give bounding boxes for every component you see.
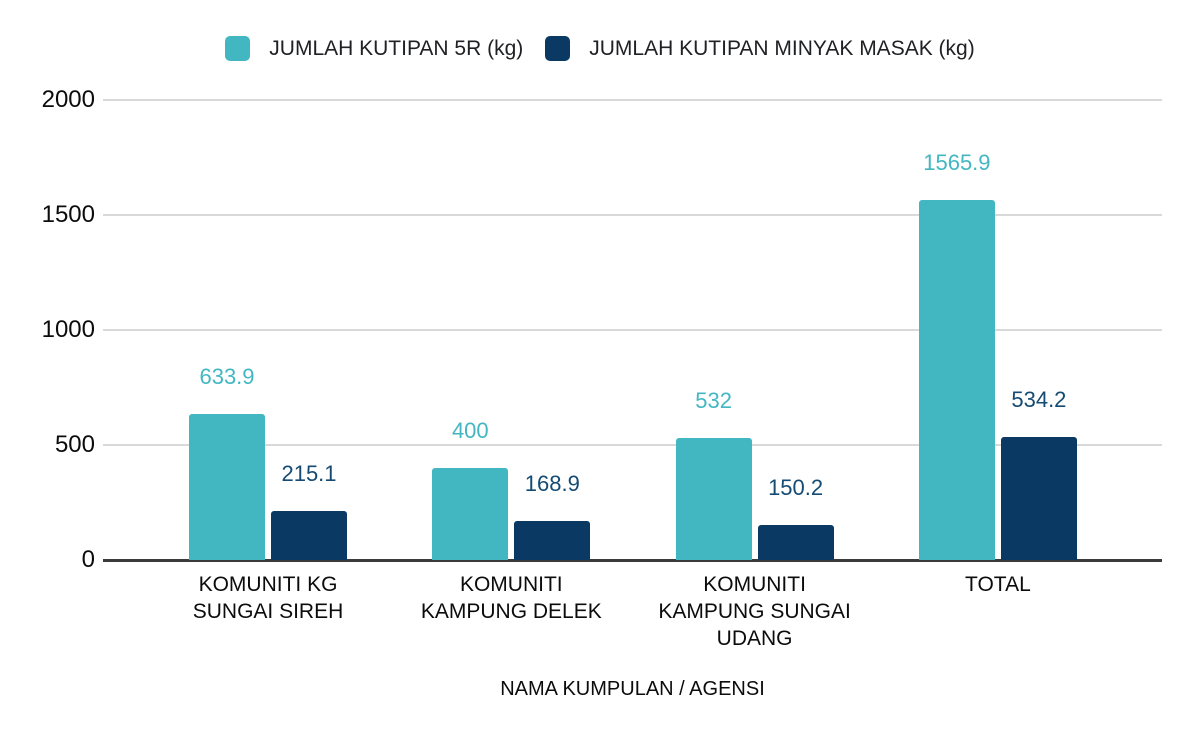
chart-legend: JUMLAH KUTIPAN 5R (kg) JUMLAH KUTIPAN MIN… [0,36,1200,61]
x-axis-baseline [103,559,1162,562]
y-axis-tick-label: 2000 [41,86,95,113]
bar-value-label: 1565.9 [923,149,991,175]
bar-minyak-2[interactable] [757,525,834,560]
gridline-1500 [103,214,1162,216]
legend-item-series-0[interactable]: JUMLAH KUTIPAN 5R (kg) [225,36,523,61]
gridline-2000 [103,99,1162,101]
bar-5r-1[interactable] [432,468,509,560]
bar-5r-2[interactable] [675,437,752,560]
bar-5r-3[interactable] [918,199,995,560]
bar-minyak-3[interactable] [1000,437,1077,560]
legend-swatch-icon [225,36,251,61]
legend-item-series-1[interactable]: JUMLAH KUTIPAN MINYAK MASAK (kg) [545,36,975,61]
y-axis-tick-label: 500 [54,431,95,458]
bar-minyak-1[interactable] [514,521,591,560]
legend-swatch-icon [545,36,571,61]
bar-value-label: 534.2 [1011,387,1067,413]
category-label-3: TOTAL [965,573,1031,596]
bar-value-label: 150.2 [768,475,824,501]
gridline-1000 [103,329,1162,331]
bar-value-label: 215.1 [281,460,337,486]
y-axis-tick-label: 1000 [41,316,95,343]
bar-value-label: 168.9 [524,471,580,497]
legend-item-label: JUMLAH KUTIPAN MINYAK MASAK (kg) [589,36,975,60]
category-label-0: KOMUNITI KG SUNGAI SIREH [192,573,344,623]
category-label-2: KOMUNITI KAMPUNG SUNGAI UDANG [658,573,851,650]
bar-value-label: 532 [695,387,732,413]
legend-item-label: JUMLAH KUTIPAN 5R (kg) [269,36,524,60]
category-label-1: KOMUNITI KAMPUNG DELEK [420,573,602,623]
bar-value-label: 400 [451,418,489,443]
x-axis-title: NAMA KUMPULAN / AGENSI [500,678,765,700]
bar-5r-0[interactable] [189,414,265,560]
y-axis-tick-label: 1500 [41,201,95,228]
y-axis-tick-label: 0 [81,546,95,573]
gridline-500 [103,444,1162,446]
bar-minyak-0[interactable] [271,510,347,560]
bar-value-label: 633.9 [199,364,255,390]
